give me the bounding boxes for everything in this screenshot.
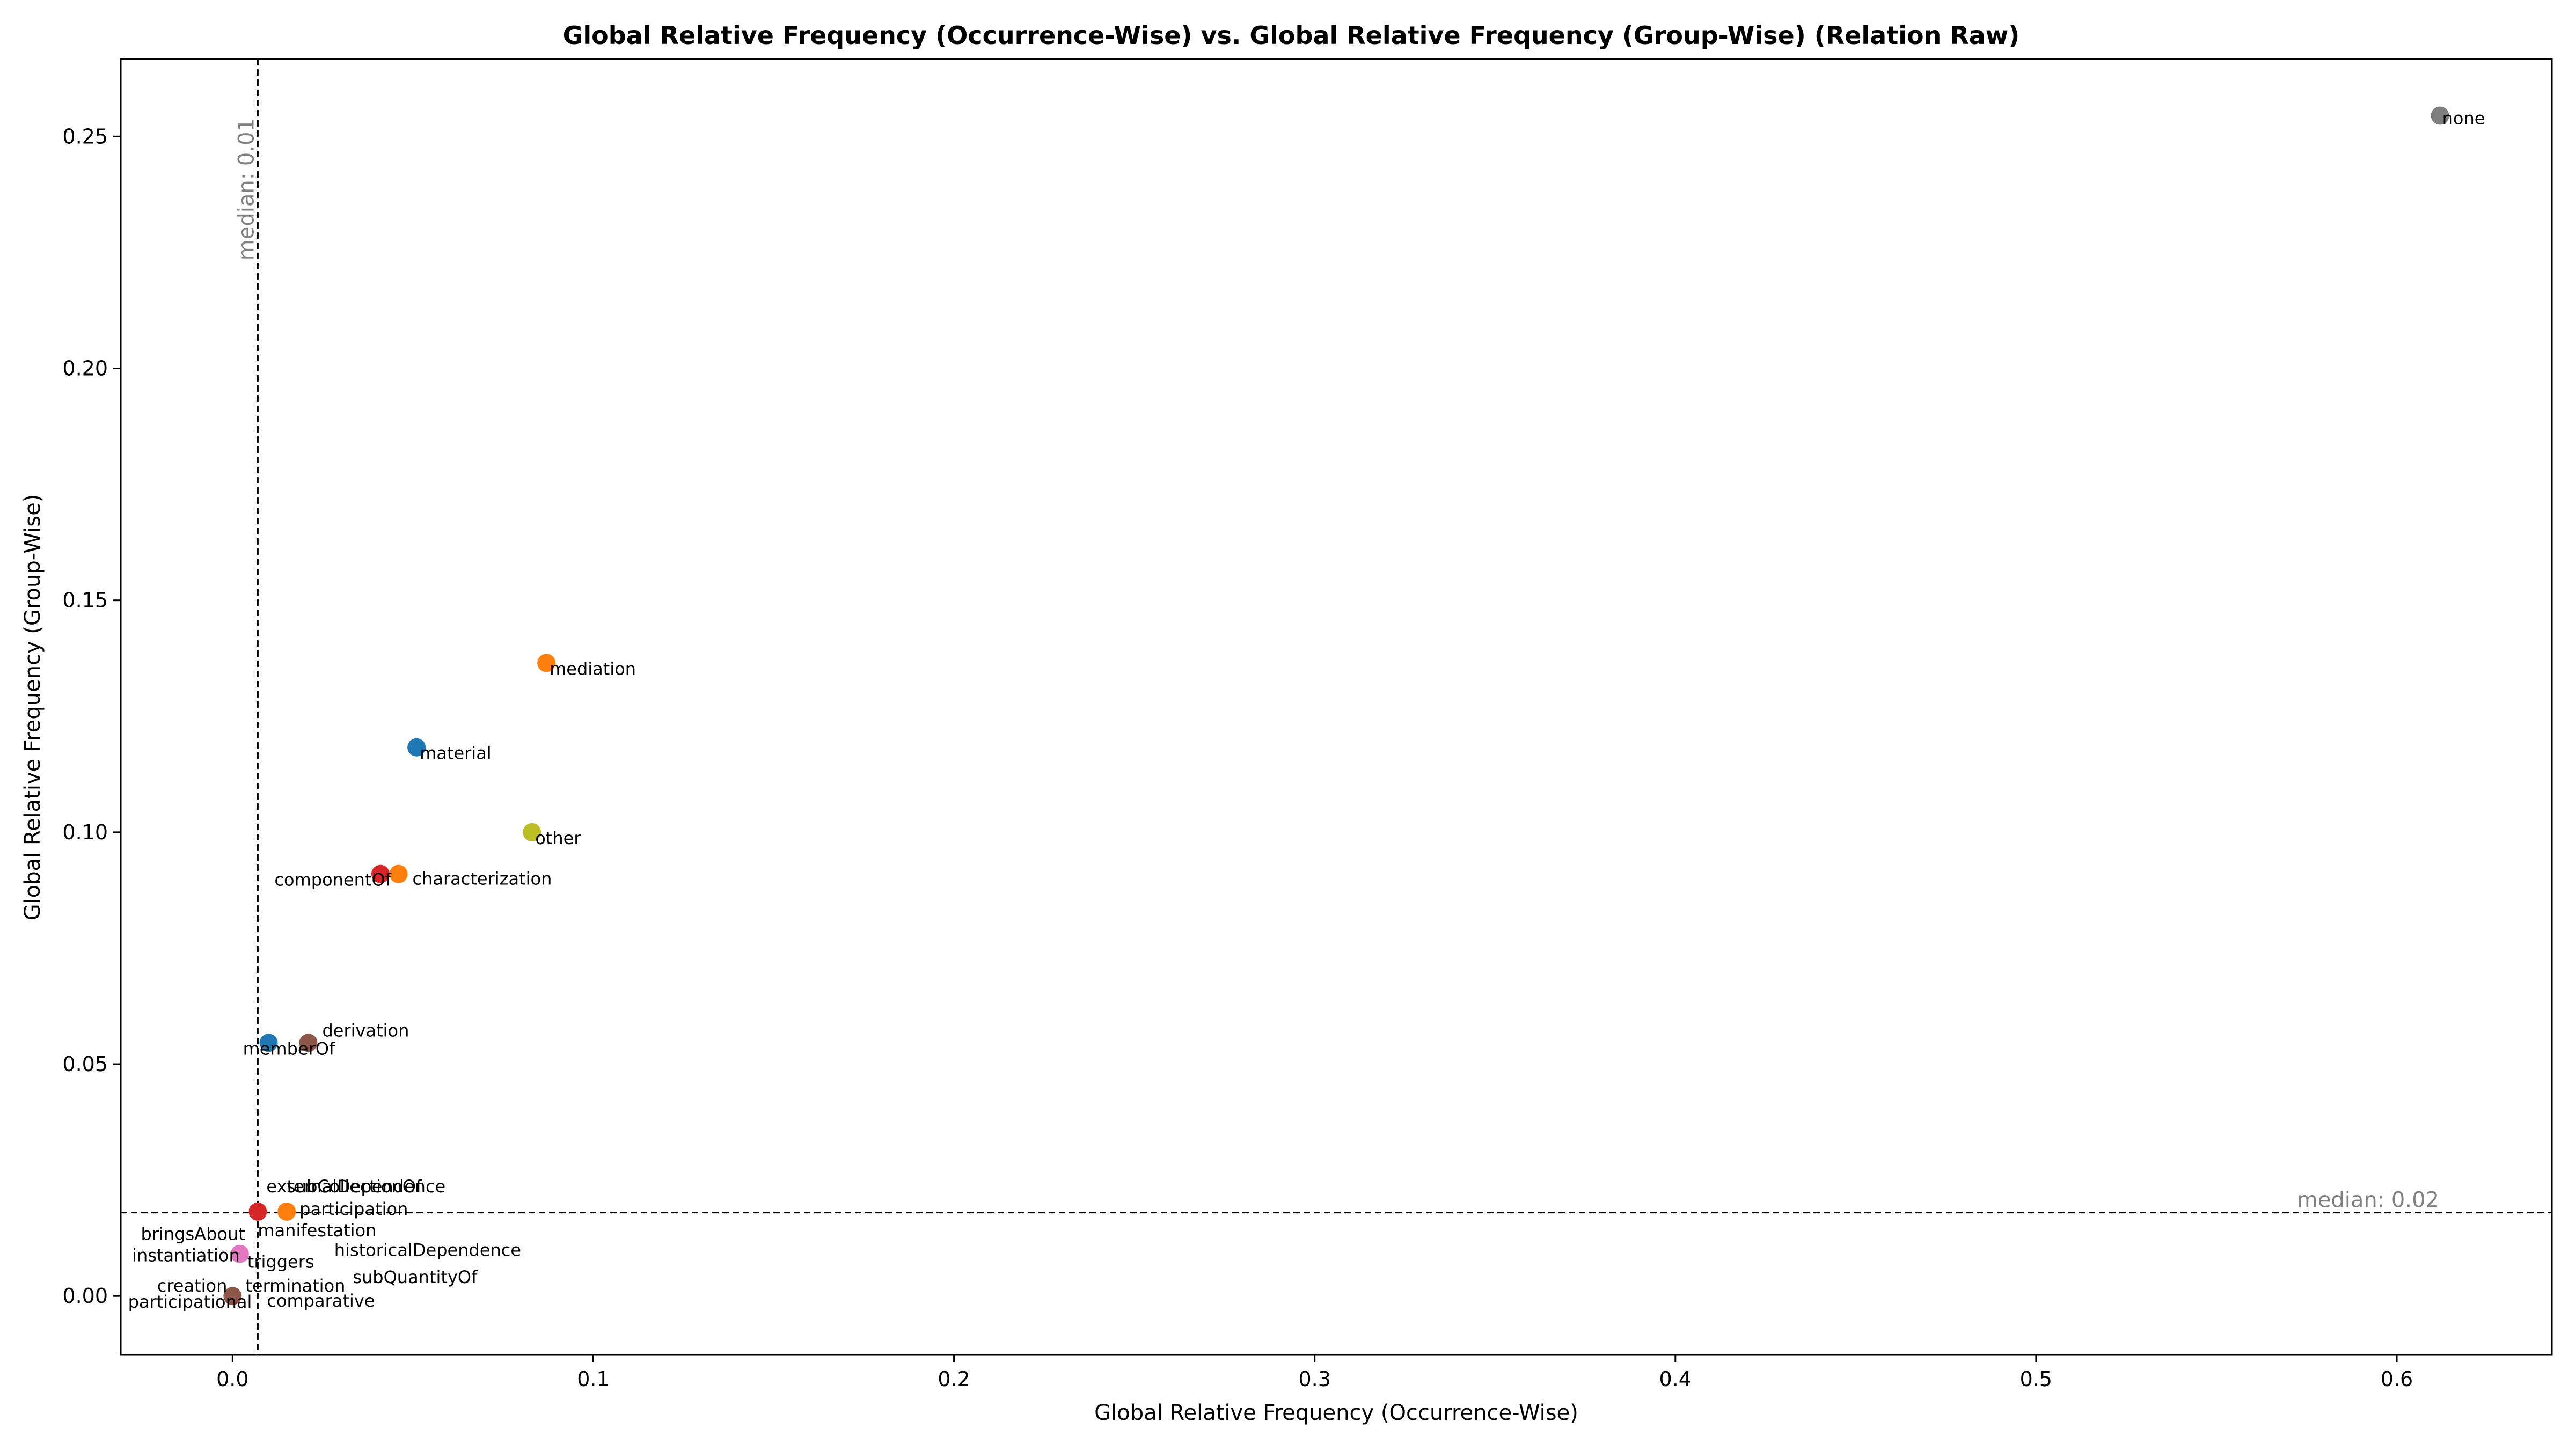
point-label: participation (299, 1199, 408, 1219)
data-point (537, 654, 556, 672)
point-label: other (535, 828, 581, 848)
point-label: none (2442, 108, 2485, 128)
x-tick-label: 0.4 (1659, 1367, 1692, 1391)
point-label: termination (245, 1276, 345, 1296)
median-x-label: median: 0.01 (234, 118, 259, 260)
data-point (407, 738, 426, 757)
data-point (277, 1202, 296, 1221)
point-label: mediation (550, 658, 636, 679)
median-y-label: median: 0.02 (2297, 1188, 2439, 1213)
point-label: memberOf (243, 1038, 335, 1059)
x-axis-label: Global Relative Frequency (Occurrence-Wi… (1094, 1401, 1578, 1425)
plot-frame (120, 58, 2553, 1356)
x-tick-label: 0.5 (2020, 1367, 2052, 1391)
point-label: subQuantityOf (353, 1267, 478, 1287)
x-tick-label: 0.1 (577, 1367, 609, 1391)
data-point (230, 1244, 249, 1263)
chart-title: Global Relative Frequency (Occurrence-Wi… (563, 21, 2020, 50)
point-label: instantiation (132, 1245, 240, 1266)
plot-area: 0.0 0.1 0.2 0.3 0.4 0.5 0.6 0.00 0.05 0.10 0.15 0.2… (62, 58, 2553, 1391)
y-axis-label: Global Relative Frequency (Group-Wise) (20, 494, 45, 921)
y-tick-label: 0.15 (62, 589, 108, 612)
y-tick-label: 0.20 (62, 357, 108, 380)
y-tick-label: 0.25 (62, 124, 108, 148)
x-tick-label: 0.3 (1298, 1367, 1330, 1391)
point-label: bringsAbout (141, 1224, 245, 1244)
point-label: creation (157, 1276, 228, 1296)
data-point (2431, 106, 2449, 125)
point-label: manifestation (258, 1220, 376, 1241)
data-point (259, 1034, 278, 1052)
x-tick-label: 0.6 (2381, 1367, 2413, 1391)
point-label: subCollectionOf (287, 1176, 422, 1197)
point-label: historicalDependence (334, 1240, 521, 1261)
data-point (389, 864, 408, 883)
x-tick-label: 0.2 (938, 1367, 970, 1391)
y-tick-label: 0.05 (62, 1052, 108, 1076)
y-tick-label: 0.00 (62, 1284, 108, 1308)
point-label: material (420, 743, 492, 764)
data-point (371, 864, 390, 883)
x-tick-label: 0.0 (216, 1367, 248, 1391)
data-point (299, 1034, 318, 1052)
point-label: derivation (322, 1020, 409, 1040)
data-point (223, 1287, 242, 1306)
point-label: componentOf (274, 870, 391, 890)
point-label: triggers (247, 1252, 314, 1272)
data-point (523, 823, 541, 841)
y-tick-label: 0.10 (62, 820, 108, 844)
point-label: externalDependence (266, 1176, 445, 1197)
point-label: participational (128, 1292, 252, 1312)
point-label: characterization (413, 869, 552, 889)
data-point (248, 1202, 267, 1221)
point-label: comparative (267, 1291, 375, 1311)
